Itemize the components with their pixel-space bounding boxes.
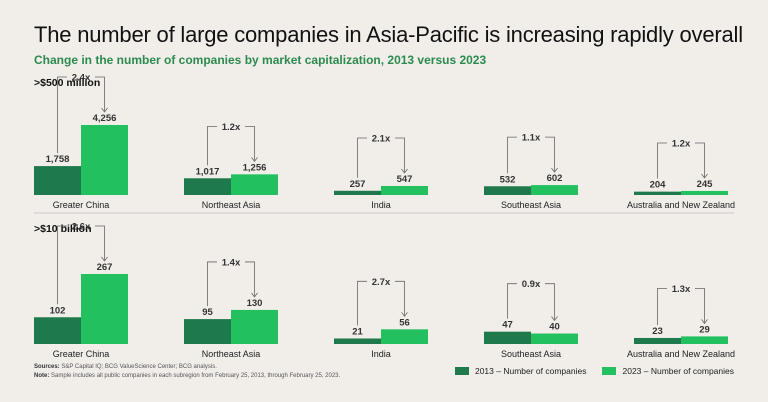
chart-subtitle: Change in the number of companies by mar…: [34, 53, 487, 67]
multiplier-label: 1.2x: [222, 122, 241, 133]
chart-legend: 2013 – Number of companies 2023 – Number…: [439, 366, 734, 376]
data-label-2013: 532: [500, 174, 516, 185]
multiplier-bracket: [507, 283, 555, 320]
data-label-2023: 602: [547, 173, 563, 184]
bracket-arrowhead: [401, 312, 408, 317]
multiplier-bracket: [657, 142, 705, 179]
bar-2023: [681, 190, 728, 195]
multiplier-bracket: [357, 137, 405, 178]
bar-2023: [531, 185, 578, 195]
bar-2023: [81, 125, 128, 195]
bracket-arrowhead: [101, 107, 108, 113]
legend-swatch-2013: [454, 367, 469, 375]
panel-title: >$500 million: [34, 77, 100, 89]
multiplier-bracket: [57, 225, 105, 305]
multiplier-label: 2.6x: [72, 222, 91, 233]
data-label-2023: 4,256: [93, 113, 117, 124]
bracket-arrowhead: [101, 256, 108, 262]
bar-2013: [334, 190, 381, 195]
chart-title: The number of large companies in Asia-Pa…: [34, 22, 743, 47]
data-label-2023: 56: [399, 317, 410, 328]
multiplier-label: 1.3x: [672, 284, 691, 295]
multiplier-bracket: [57, 76, 105, 154]
category-label: Greater China: [53, 200, 110, 210]
category-label: India: [371, 349, 391, 359]
panel-title: >$10 billion: [34, 223, 91, 235]
sources-text: S&P Capital IQ; BCG ValueScience Center;…: [59, 364, 217, 370]
data-label-2023: 130: [247, 298, 263, 309]
legend-swatch-2023: [602, 367, 617, 375]
bracket-arrowhead: [251, 157, 258, 163]
bar-2013: [184, 319, 231, 344]
data-label-2023: 1,256: [243, 162, 267, 173]
category-label: Northeast Asia: [202, 349, 261, 359]
category-label: Southeast Asia: [501, 349, 561, 359]
multiplier-bracket: [207, 125, 255, 166]
data-label-2013: 257: [350, 179, 366, 190]
multiplier-bracket: [507, 136, 555, 174]
bracket-arrowhead: [701, 319, 708, 325]
multiplier-label: 1.1x: [522, 133, 541, 144]
bar-2013: [34, 317, 81, 344]
bracket-arrowhead: [551, 167, 558, 173]
chart-footer: Sources: S&P Capital IQ; BCG ValueScienc…: [34, 363, 340, 381]
bracket-arrowhead: [401, 168, 408, 174]
bar-2013: [634, 191, 681, 195]
legend-item-2013: 2013 – Number of companies: [454, 366, 587, 376]
bar-2023: [531, 333, 578, 344]
bar-2023: [231, 309, 278, 344]
multiplier-bracket: [207, 261, 255, 307]
category-label: Australia and New Zealand: [627, 349, 735, 359]
category-label: Australia and New Zealand: [627, 200, 735, 210]
note-label: Note:: [34, 373, 50, 379]
data-label-2023: 29: [699, 324, 710, 335]
data-label-2013: 21: [352, 326, 363, 337]
data-label-2013: 95: [202, 307, 213, 318]
legend-item-2023: 2023 – Number of companies: [602, 366, 734, 376]
note-line: Note: Sample includes all public compani…: [34, 372, 340, 381]
note-text: Sample includes all public companies in …: [49, 373, 341, 379]
multiplier-label: 0.9x: [522, 279, 541, 290]
bar-2013: [484, 186, 531, 195]
legend-label-2013: 2013 – Number of companies: [474, 366, 587, 376]
bar-2023: [81, 274, 128, 344]
multiplier-label: 2.7x: [372, 277, 391, 288]
data-label-2013: 47: [502, 320, 513, 331]
bar-2013: [184, 178, 231, 195]
category-label: Greater China: [53, 349, 110, 359]
data-label-2013: 23: [652, 326, 663, 337]
bar-2013: [484, 331, 531, 344]
bar-2023: [381, 329, 428, 344]
multiplier-label: 2.4x: [72, 73, 91, 84]
sources-line: Sources: S&P Capital IQ; BCG ValueScienc…: [34, 363, 340, 372]
bar-2013: [334, 338, 381, 344]
data-label-2023: 245: [697, 179, 714, 190]
bar-2023: [681, 336, 728, 344]
data-label-2013: 204: [650, 180, 667, 191]
bar-2023: [381, 186, 428, 195]
category-label: Northeast Asia: [202, 200, 261, 210]
bracket-arrowhead: [251, 292, 258, 298]
bar-2013: [34, 166, 81, 195]
sources-label: Sources:: [34, 364, 60, 370]
multiplier-bracket: [657, 287, 705, 325]
data-label-2013: 102: [50, 305, 66, 316]
multiplier-label: 1.4x: [222, 257, 241, 268]
data-label-2023: 547: [397, 174, 413, 185]
data-label-2013: 1,017: [196, 166, 220, 177]
bar-2023: [231, 174, 278, 195]
bar-2013: [634, 337, 681, 344]
multiplier-label: 2.1x: [372, 134, 391, 145]
data-label-2013: 1,758: [46, 154, 70, 165]
data-label-2023: 267: [97, 262, 113, 273]
category-label: Southeast Asia: [501, 200, 561, 210]
multiplier-label: 1.2x: [672, 138, 691, 149]
multiplier-bracket: [357, 280, 405, 326]
bracket-arrowhead: [701, 173, 708, 179]
category-label: India: [371, 200, 391, 210]
bracket-arrowhead: [551, 316, 558, 322]
data-label-2023: 40: [549, 322, 560, 333]
legend-label-2023: 2023 – Number of companies: [622, 366, 734, 376]
